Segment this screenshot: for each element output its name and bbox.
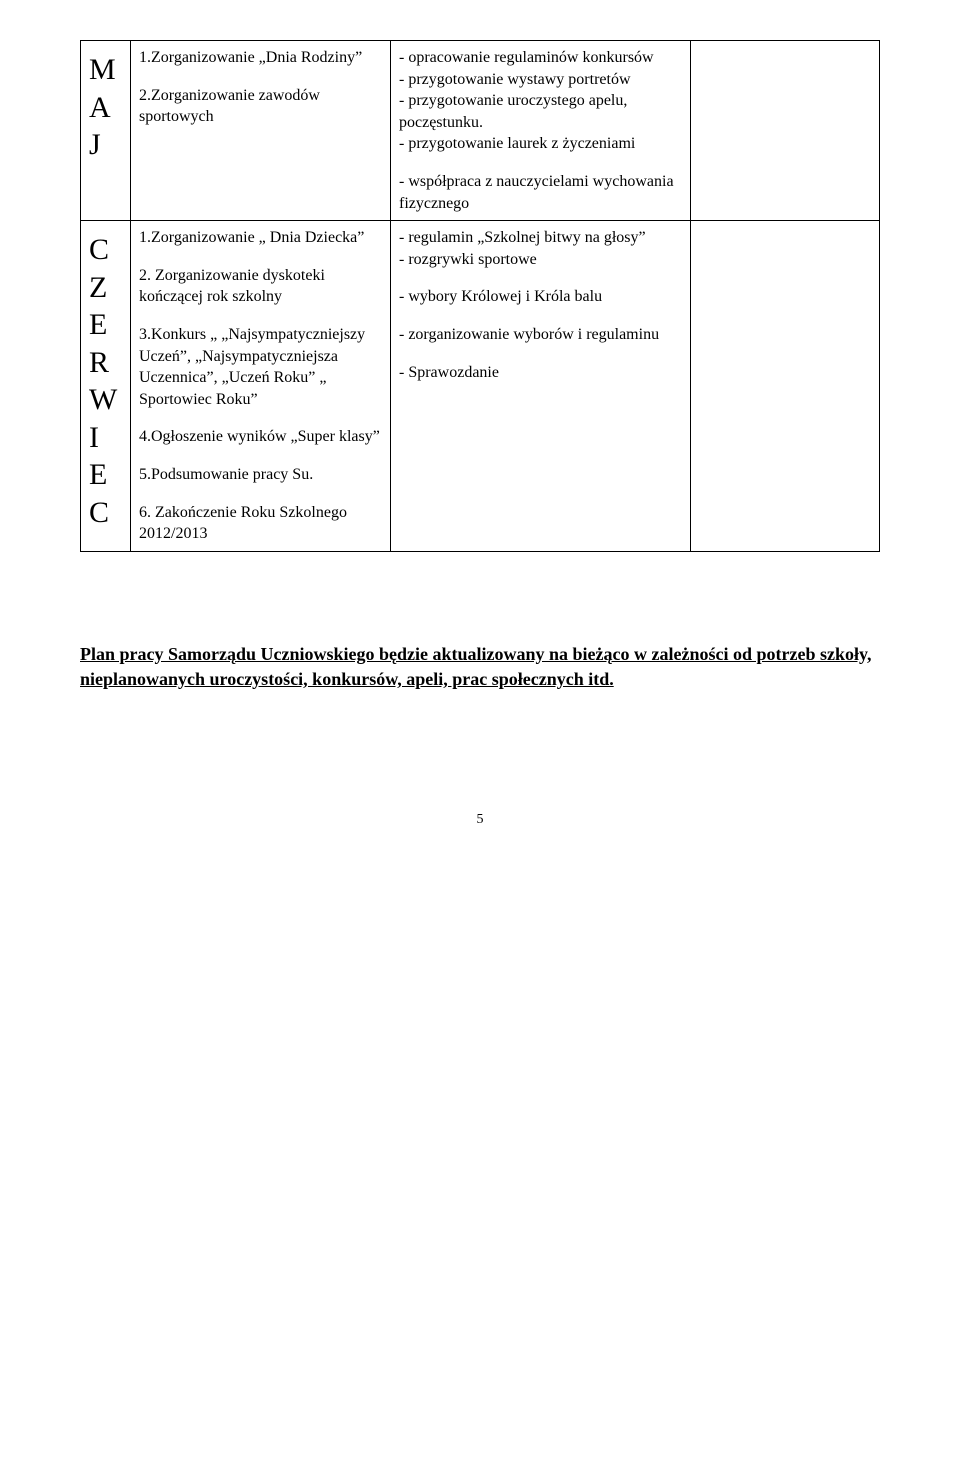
task-entry: 2.Zorganizowanie zawodów sportowych: [139, 85, 382, 128]
month-letter: W: [89, 381, 122, 419]
plan-footer-text: Plan pracy Samorządu Uczniowskiego będzi…: [80, 642, 880, 692]
month-letter: C: [89, 494, 122, 532]
task-entry: 6. Zakończenie Roku Szkolnego 2012/2013: [139, 502, 382, 545]
detail-entry: - regulamin „Szkolnej bitwy na głosy” - …: [399, 227, 682, 270]
task-entry: 5.Podsumowanie pracy Su.: [139, 464, 382, 486]
task-entry: 3.Konkurs „ „Najsympatyczniejszy Uczeń”,…: [139, 324, 382, 410]
month-label: CZERWIEC: [89, 227, 122, 531]
month-letter: A: [89, 89, 122, 127]
details-cell: - regulamin „Szkolnej bitwy na głosy” - …: [391, 221, 691, 552]
detail-entry: - Sprawozdanie: [399, 362, 682, 384]
detail-entry: - współpraca z nauczycielami wychowania …: [399, 171, 682, 214]
month-label-cell: CZERWIEC: [81, 221, 131, 552]
details-cell: - opracowanie regulaminów konkursów - pr…: [391, 41, 691, 221]
month-letter: J: [89, 126, 122, 164]
task-entry: 4.Ogłoszenie wyników „Super klasy”: [139, 426, 382, 448]
task-entry: 2. Zorganizowanie dyskoteki kończącej ro…: [139, 265, 382, 308]
detail-entry: - wybory Królowej i Króla balu: [399, 286, 682, 308]
page-number: 5: [80, 812, 880, 828]
detail-entry: - zorganizowanie wyborów i regulaminu: [399, 324, 682, 346]
empty-cell: [691, 41, 880, 221]
tasks-cell: 1.Zorganizowanie „Dnia Rodziny” 2.Zorgani…: [131, 41, 391, 221]
month-letter: I: [89, 419, 122, 457]
month-letter: E: [89, 456, 122, 494]
empty-cell: [691, 221, 880, 552]
month-letter: C: [89, 231, 122, 269]
month-letter: M: [89, 51, 122, 89]
detail-entry: - opracowanie regulaminów konkursów - pr…: [399, 47, 682, 155]
month-letter: R: [89, 344, 122, 382]
task-entry: 1.Zorganizowanie „ Dnia Dziecka”: [139, 227, 382, 249]
month-label: MAJ: [89, 47, 122, 164]
month-label-cell: MAJ: [81, 41, 131, 221]
tasks-cell: 1.Zorganizowanie „ Dnia Dziecka” 2. Zorga…: [131, 221, 391, 552]
plan-table: MAJ 1.Zorganizowanie „Dnia Rodziny” 2.Zorg…: [80, 40, 880, 552]
task-entry: 1.Zorganizowanie „Dnia Rodziny”: [139, 47, 382, 69]
month-letter: E: [89, 306, 122, 344]
month-letter: Z: [89, 269, 122, 307]
